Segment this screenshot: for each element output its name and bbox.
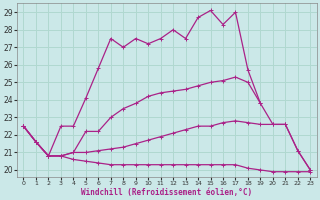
X-axis label: Windchill (Refroidissement éolien,°C): Windchill (Refroidissement éolien,°C): [81, 188, 252, 197]
